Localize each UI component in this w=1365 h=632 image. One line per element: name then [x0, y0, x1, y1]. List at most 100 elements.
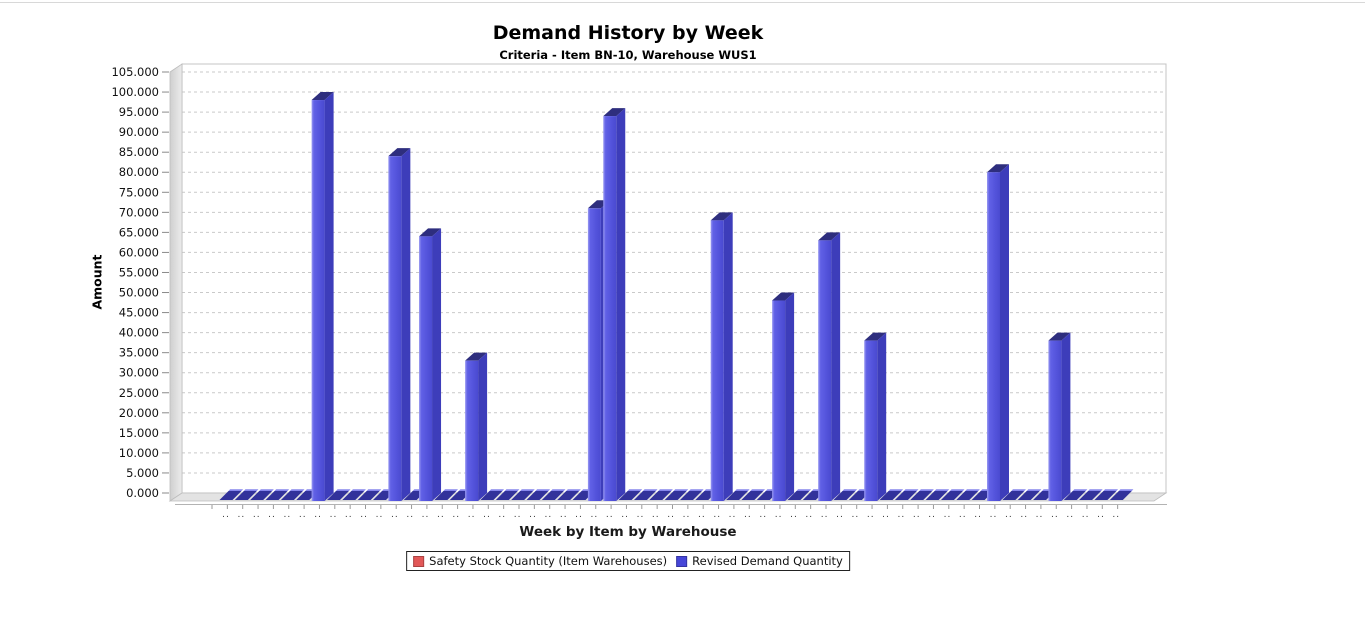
svg-text:..: ..: [836, 510, 844, 520]
svg-text:..: ..: [990, 510, 998, 520]
svg-text:..: ..: [959, 510, 967, 520]
x-axis-label: Week by Item by Warehouse: [519, 524, 737, 540]
bar: [388, 148, 411, 501]
zero-bar: [1094, 489, 1119, 500]
svg-text:..: ..: [268, 510, 276, 520]
svg-text:..: ..: [437, 510, 445, 520]
svg-text:40.000: 40.000: [119, 326, 159, 340]
bar: [419, 228, 442, 501]
zero-bar: [925, 489, 950, 500]
svg-text:..: ..: [974, 510, 982, 520]
svg-text:..: ..: [560, 510, 568, 520]
svg-text:10.000: 10.000: [119, 446, 159, 460]
zero-bar: [680, 489, 704, 500]
svg-text:..: ..: [360, 510, 368, 520]
zero-bar: [280, 489, 305, 500]
zero-bar: [894, 489, 919, 500]
svg-text:..: ..: [805, 510, 813, 520]
chart-subtitle: Criteria - Item BN-10, Warehouse WUS1: [499, 48, 757, 62]
svg-text:..: ..: [1036, 510, 1044, 520]
svg-text:..: ..: [637, 510, 645, 520]
zero-bar: [787, 489, 812, 500]
zero-bar: [618, 489, 643, 500]
revised-demand-swatch-icon: [676, 555, 688, 567]
svg-text:..: ..: [468, 510, 476, 520]
svg-text:..: ..: [882, 510, 890, 520]
zero-bar: [1109, 489, 1134, 500]
legend-item-label: Revised Demand Quantity: [692, 554, 843, 568]
svg-text:..: ..: [621, 510, 629, 520]
svg-text:..: ..: [575, 510, 583, 520]
svg-text:..: ..: [790, 510, 798, 520]
svg-text:75.000: 75.000: [119, 185, 159, 199]
zero-bar: [357, 489, 382, 500]
bar: [864, 332, 887, 501]
svg-text:..: ..: [744, 510, 752, 520]
svg-text:..: ..: [898, 510, 906, 520]
svg-text:65.000: 65.000: [119, 225, 159, 239]
zero-bar: [557, 489, 581, 500]
svg-text:..: ..: [1005, 510, 1013, 520]
svg-text:..: ..: [422, 510, 430, 520]
zero-bar: [265, 489, 290, 500]
svg-text:70.000: 70.000: [119, 205, 159, 219]
svg-text:..: ..: [713, 510, 721, 520]
safety-stock-swatch-icon: [413, 555, 425, 567]
zero-bar: [250, 489, 274, 500]
legend-item-label: Safety Stock Quantity (Item Warehouses): [429, 554, 668, 568]
bar: [772, 292, 795, 501]
zero-bar: [910, 489, 934, 500]
svg-text:..: ..: [944, 510, 952, 520]
svg-text:..: ..: [1082, 510, 1090, 520]
svg-text:..: ..: [391, 510, 399, 520]
plot-left-wall: [169, 63, 183, 502]
svg-text:..: ..: [591, 510, 599, 520]
svg-text:..: ..: [314, 510, 322, 520]
zero-bar: [526, 489, 551, 500]
svg-text:..: ..: [1097, 510, 1105, 520]
zero-bar: [234, 489, 259, 500]
zero-bar: [1079, 489, 1103, 500]
svg-text:30.000: 30.000: [119, 366, 159, 380]
svg-text:..: ..: [529, 510, 537, 520]
bar: [710, 212, 733, 502]
svg-text:..: ..: [1112, 510, 1120, 520]
svg-text:..: ..: [1020, 510, 1028, 520]
svg-text:15.000: 15.000: [119, 426, 159, 440]
svg-text:..: ..: [729, 510, 737, 520]
svg-text:..: ..: [452, 510, 460, 520]
svg-text:45.000: 45.000: [119, 306, 159, 320]
svg-text:90.000: 90.000: [119, 125, 159, 139]
zero-bar: [511, 489, 535, 500]
zero-bar: [1063, 489, 1088, 500]
bars: [219, 92, 1134, 502]
zero-bar: [741, 489, 765, 500]
zero-bar: [434, 489, 458, 500]
legend-item-safety-stock: Safety Stock Quantity (Item Warehouses): [413, 554, 667, 568]
svg-text:..: ..: [544, 510, 552, 520]
svg-text:..: ..: [514, 510, 522, 520]
zero-bar: [664, 489, 689, 500]
zero-bar: [649, 489, 673, 500]
svg-text:..: ..: [498, 510, 506, 520]
svg-text:5.000: 5.000: [126, 466, 159, 480]
bar: [1048, 332, 1071, 501]
y-axis: 0.000 5.000 10.000 15.000 20.000 25.000 30.000…: [111, 65, 169, 500]
svg-text:..: ..: [406, 510, 414, 520]
zero-bar: [879, 489, 904, 500]
svg-text:..: ..: [821, 510, 829, 520]
bar: [987, 164, 1009, 501]
svg-text:..: ..: [652, 510, 660, 520]
zero-bar: [342, 489, 366, 500]
zero-bar: [326, 489, 351, 500]
svg-text:..: ..: [222, 510, 230, 520]
svg-text:..: ..: [851, 510, 859, 520]
zero-bar: [833, 489, 858, 500]
svg-text:95.000: 95.000: [119, 105, 159, 119]
svg-text:..: ..: [913, 510, 921, 520]
zero-bar: [940, 489, 965, 500]
svg-text:..: ..: [775, 510, 783, 520]
svg-text:..: ..: [867, 510, 875, 520]
svg-text:55.000: 55.000: [119, 265, 159, 279]
page-top-border: [0, 2, 1365, 3]
